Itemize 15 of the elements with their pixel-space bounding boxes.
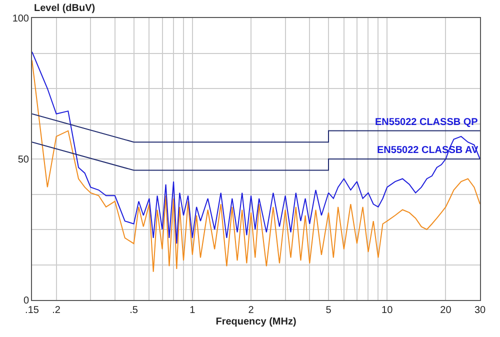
x-tick-label: .2 bbox=[52, 305, 61, 316]
x-tick-label: 30 bbox=[474, 305, 486, 316]
y-tick-label: 50 bbox=[18, 154, 30, 166]
x-tick-label: 10 bbox=[382, 305, 394, 316]
x-tick-label: 2 bbox=[248, 305, 254, 316]
x-tick-label: .15 bbox=[25, 305, 40, 316]
x-tick-label: 1 bbox=[190, 305, 196, 316]
x-axis-title: Frequency (MHz) bbox=[216, 316, 296, 328]
series-label: EN55022 CLASSB QP bbox=[375, 117, 478, 128]
y-tick-label: 0 bbox=[23, 296, 30, 306]
x-tick-label: .5 bbox=[130, 305, 138, 316]
y-tick-label: 100 bbox=[12, 14, 30, 24]
x-tick-label: 5 bbox=[326, 305, 332, 316]
y-axis-title: Level (dBuV) bbox=[34, 3, 96, 14]
x-tick-label: 20 bbox=[440, 305, 452, 316]
